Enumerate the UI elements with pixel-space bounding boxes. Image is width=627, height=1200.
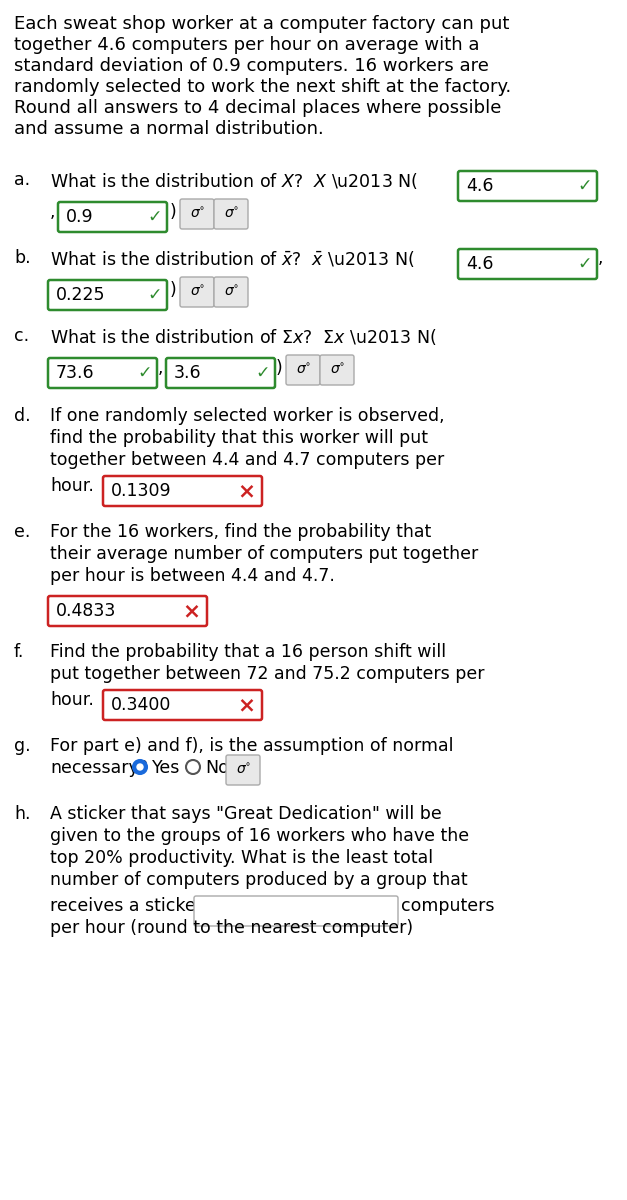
Text: Yes: Yes <box>152 758 181 778</box>
FancyBboxPatch shape <box>103 476 262 506</box>
Text: No: No <box>205 758 229 778</box>
Text: ,: , <box>158 359 164 377</box>
Text: Find the probability that a 16 person shift will: Find the probability that a 16 person sh… <box>50 643 446 661</box>
Text: c.: c. <box>14 326 29 346</box>
Text: 0.225: 0.225 <box>56 286 105 304</box>
Text: together 4.6 computers per hour on average with a: together 4.6 computers per hour on avera… <box>14 36 480 54</box>
Text: $\sigma^{\!\!\circ}$: $\sigma^{\!\!\circ}$ <box>224 206 238 221</box>
Text: ✓: ✓ <box>148 208 162 226</box>
Text: 4.6: 4.6 <box>466 254 493 272</box>
Text: number of computers produced by a group that: number of computers produced by a group … <box>50 871 468 889</box>
Text: find the probability that this worker will put: find the probability that this worker wi… <box>50 428 428 446</box>
FancyBboxPatch shape <box>103 690 262 720</box>
Text: h.: h. <box>14 805 31 823</box>
Text: b.: b. <box>14 248 31 266</box>
Text: Each sweat shop worker at a computer factory can put: Each sweat shop worker at a computer fac… <box>14 14 509 32</box>
Text: standard deviation of 0.9 computers. 16 workers are: standard deviation of 0.9 computers. 16 … <box>14 56 489 74</box>
Text: necessary?: necessary? <box>50 758 148 778</box>
Text: ✓: ✓ <box>577 254 593 272</box>
Text: computers: computers <box>401 898 495 914</box>
Text: ✓: ✓ <box>256 364 270 382</box>
FancyBboxPatch shape <box>214 199 248 229</box>
FancyBboxPatch shape <box>180 277 214 307</box>
Text: ,: , <box>598 248 604 266</box>
FancyBboxPatch shape <box>48 280 167 310</box>
Text: A sticker that says "Great Dedication" will be: A sticker that says "Great Dedication" w… <box>50 805 442 823</box>
FancyBboxPatch shape <box>458 248 597 278</box>
FancyBboxPatch shape <box>320 355 354 385</box>
Text: per hour is between 4.4 and 4.7.: per hour is between 4.4 and 4.7. <box>50 566 335 584</box>
Text: e.: e. <box>14 523 30 541</box>
Text: ✓: ✓ <box>577 176 593 194</box>
Text: ): ) <box>170 281 177 299</box>
FancyBboxPatch shape <box>214 277 248 307</box>
Text: their average number of computers put together: their average number of computers put to… <box>50 545 478 563</box>
Text: 73.6: 73.6 <box>56 364 95 382</box>
Circle shape <box>133 760 147 774</box>
Text: a.: a. <box>14 170 30 188</box>
Text: 0.4833: 0.4833 <box>56 602 117 620</box>
Text: f.: f. <box>14 643 24 661</box>
FancyBboxPatch shape <box>194 896 398 926</box>
Text: What is the distribution of $\Sigma x$?  $\Sigma x$ \u2013 N(: What is the distribution of $\Sigma x$? … <box>50 326 437 347</box>
Text: and assume a normal distribution.: and assume a normal distribution. <box>14 120 324 138</box>
FancyBboxPatch shape <box>180 199 214 229</box>
Text: d.: d. <box>14 407 31 425</box>
Text: 0.1309: 0.1309 <box>111 482 172 500</box>
Text: top 20% productivity. What is the least total: top 20% productivity. What is the least … <box>50 850 433 866</box>
Text: $\sigma^{\!\!\circ}$: $\sigma^{\!\!\circ}$ <box>189 284 204 299</box>
Text: g.: g. <box>14 737 31 755</box>
Text: 3.6: 3.6 <box>174 364 202 382</box>
FancyBboxPatch shape <box>226 755 260 785</box>
Text: together between 4.4 and 4.7 computers per: together between 4.4 and 4.7 computers p… <box>50 451 445 469</box>
Text: If one randomly selected worker is observed,: If one randomly selected worker is obser… <box>50 407 445 425</box>
Circle shape <box>137 764 143 770</box>
Text: $\sigma^{\!\!\circ}$: $\sigma^{\!\!\circ}$ <box>236 763 250 778</box>
Text: ✓: ✓ <box>148 286 162 304</box>
Text: 0.3400: 0.3400 <box>111 696 171 714</box>
Text: ✓: ✓ <box>138 364 152 382</box>
Circle shape <box>186 760 200 774</box>
FancyBboxPatch shape <box>458 170 597 200</box>
Text: per hour (round to the nearest computer): per hour (round to the nearest computer) <box>50 919 413 937</box>
Text: What is the distribution of $X$?  $X$ \u2013 N(: What is the distribution of $X$? $X$ \u2… <box>50 170 418 191</box>
Text: ): ) <box>276 359 283 377</box>
Text: For part e) and f), is the assumption of normal: For part e) and f), is the assumption of… <box>50 737 453 755</box>
Text: hour.: hour. <box>50 691 94 709</box>
FancyBboxPatch shape <box>286 355 320 385</box>
Text: ×: × <box>182 601 200 622</box>
Text: put together between 72 and 75.2 computers per: put together between 72 and 75.2 compute… <box>50 665 485 683</box>
Text: ×: × <box>237 695 255 715</box>
Text: $\sigma^{\!\!\circ}$: $\sigma^{\!\!\circ}$ <box>330 362 344 377</box>
FancyBboxPatch shape <box>48 596 207 626</box>
Text: given to the groups of 16 workers who have the: given to the groups of 16 workers who ha… <box>50 827 469 845</box>
Text: For the 16 workers, find the probability that: For the 16 workers, find the probability… <box>50 523 431 541</box>
Text: $\sigma^{\!\!\circ}$: $\sigma^{\!\!\circ}$ <box>189 206 204 221</box>
Text: randomly selected to work the next shift at the factory.: randomly selected to work the next shift… <box>14 78 511 96</box>
FancyBboxPatch shape <box>58 202 167 232</box>
Text: ): ) <box>170 203 177 221</box>
Text: What is the distribution of $\bar{x}$?  $\bar{x}$ \u2013 N(: What is the distribution of $\bar{x}$? $… <box>50 248 415 269</box>
Text: hour.: hour. <box>50 476 94 494</box>
Text: 4.6: 4.6 <box>466 176 493 194</box>
Text: 0.9: 0.9 <box>66 208 93 226</box>
FancyBboxPatch shape <box>166 358 275 388</box>
Text: $\sigma^{\!\!\circ}$: $\sigma^{\!\!\circ}$ <box>224 284 238 299</box>
Text: Round all answers to 4 decimal places where possible: Round all answers to 4 decimal places wh… <box>14 98 502 116</box>
Text: ,: , <box>50 203 56 221</box>
Text: $\sigma^{\!\!\circ}$: $\sigma^{\!\!\circ}$ <box>296 362 310 377</box>
Text: receives a sticker?: receives a sticker? <box>50 898 212 914</box>
Text: ×: × <box>237 481 255 502</box>
FancyBboxPatch shape <box>48 358 157 388</box>
